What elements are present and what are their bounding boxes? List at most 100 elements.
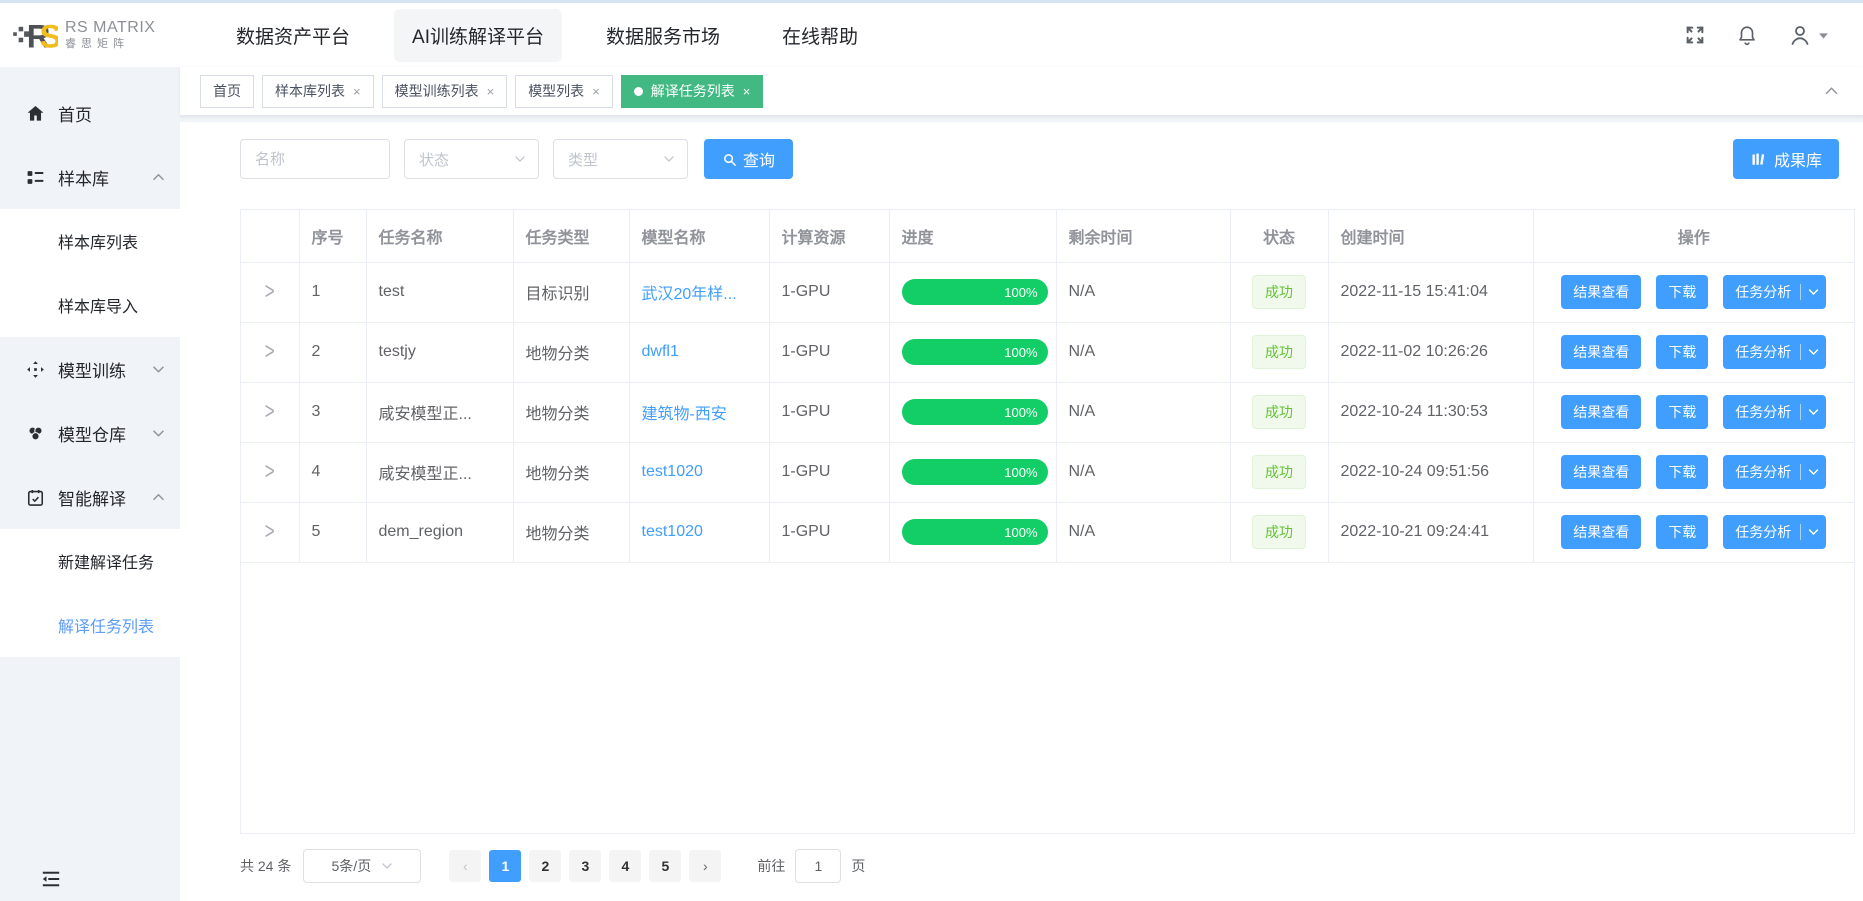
sidebar-item-sample-lib-list[interactable]: 样本库列表 — [58, 235, 139, 252]
download-button[interactable]: 下载 — [1656, 275, 1709, 309]
col-created: 创建时间 — [1328, 210, 1534, 263]
view-result-button[interactable]: 结果查看 — [1561, 335, 1642, 369]
download-button[interactable]: 下载 — [1656, 335, 1709, 369]
row-expand-icon[interactable]: > — [264, 518, 275, 545]
col-actions: 操作 — [1533, 210, 1854, 263]
table-row: > 2 testjy 地物分类 dwfl1 1-GPU 100% N/A 成功 … — [241, 322, 1854, 383]
cell-seq: 3 — [299, 382, 367, 443]
chevron-down-icon[interactable] — [1808, 288, 1819, 296]
download-button[interactable]: 下载 — [1656, 395, 1709, 429]
page-button-4[interactable]: 4 — [609, 850, 642, 882]
nav-ai-training-platform[interactable]: AI训练解译平台 — [394, 8, 562, 62]
view-result-button[interactable]: 结果查看 — [1561, 455, 1642, 489]
close-icon[interactable]: × — [592, 83, 600, 99]
download-button[interactable]: 下载 — [1656, 455, 1709, 489]
task-analyze-button[interactable]: 任务分析 — [1723, 395, 1827, 429]
tab-interp-task-list[interactable]: 解译任务列表 × — [620, 74, 764, 108]
results-lib-button-label: 成果库 — [1773, 153, 1822, 170]
goto-label: 前往 — [757, 858, 786, 874]
type-filter-select[interactable]: 类型 — [553, 139, 688, 179]
menu-fold-icon[interactable] — [40, 869, 62, 889]
close-icon[interactable]: × — [742, 83, 751, 99]
row-expand-icon[interactable]: > — [264, 398, 275, 425]
task-analyze-button[interactable]: 任务分析 — [1723, 455, 1827, 489]
col-expand — [241, 210, 300, 263]
sidebar-item-model-repo[interactable]: 模型仓库 — [0, 401, 180, 465]
table-row: > 3 咸安模型正... 地物分类 建筑物-西安 1-GPU 100% N/A … — [241, 382, 1854, 443]
col-status: 状态 — [1230, 210, 1329, 263]
chevron-down-icon[interactable] — [1808, 528, 1819, 536]
name-filter-input[interactable] — [240, 139, 390, 179]
table-row: > 1 test 目标识别 武汉20年样... 1-GPU 100% N/A 成… — [241, 262, 1854, 323]
results-lib-button[interactable]: 成果库 — [1732, 139, 1839, 179]
close-icon[interactable]: × — [486, 83, 495, 99]
col-compute: 计算资源 — [769, 210, 890, 263]
row-expand-icon[interactable]: > — [264, 458, 275, 485]
caret-down-icon — [1818, 27, 1829, 45]
prev-page-button[interactable]: ‹ — [449, 850, 482, 882]
divider — [1800, 524, 1802, 540]
logo-mark-icon: R S — [12, 15, 58, 55]
cell-task-type: 地物分类 — [513, 442, 630, 503]
tab-sample-lib-list[interactable]: 样本库列表 × — [262, 74, 374, 108]
progress-bar: 100% — [901, 339, 1048, 365]
view-result-button[interactable]: 结果查看 — [1561, 515, 1642, 549]
tab-model-list[interactable]: 模型列表 × — [515, 74, 613, 108]
row-expand-icon[interactable]: > — [264, 278, 275, 305]
sidebar-item-smart-interp[interactable]: 智能解译 — [0, 465, 180, 529]
task-analyze-button[interactable]: 任务分析 — [1723, 275, 1827, 309]
sidebar-item-sample-lib-import[interactable]: 样本库导入 — [58, 299, 139, 316]
nav-data-service-market[interactable]: 数据服务市场 — [605, 26, 720, 48]
page-button-2[interactable]: 2 — [529, 850, 562, 882]
window-top-band — [0, 0, 1863, 3]
view-result-button[interactable]: 结果查看 — [1561, 275, 1642, 309]
sidebar-item-new-interp-task[interactable]: 新建解译任务 — [58, 555, 155, 572]
progress-label: 100% — [1004, 524, 1038, 540]
view-result-button[interactable]: 结果查看 — [1561, 395, 1642, 429]
divider — [1800, 464, 1802, 480]
model-link[interactable]: 武汉20年样... — [641, 286, 737, 303]
page-button-3[interactable]: 3 — [569, 850, 602, 882]
task-analyze-button[interactable]: 任务分析 — [1723, 515, 1827, 549]
sidebar-item-home[interactable]: 首页 — [0, 81, 180, 145]
user-menu[interactable] — [1788, 23, 1829, 47]
model-link[interactable]: test1020 — [641, 523, 703, 540]
fullscreen-icon[interactable] — [1684, 24, 1706, 46]
chevron-down-icon[interactable] — [1808, 408, 1819, 416]
goto-page-input[interactable] — [795, 849, 842, 883]
chevron-down-icon[interactable] — [1808, 468, 1819, 476]
cell-created: 2022-10-24 09:51:56 — [1328, 442, 1534, 503]
tab-home[interactable]: 首页 — [200, 74, 254, 108]
search-button-label: 查询 — [743, 153, 776, 170]
page-button-1[interactable]: 1 — [489, 850, 522, 882]
col-task-name: 任务名称 — [366, 210, 514, 263]
filter-row: 状态 类型 查询 — [240, 139, 1855, 179]
panel-collapse-icon[interactable] — [1824, 86, 1839, 96]
cell-task-type: 地物分类 — [513, 502, 630, 563]
tab-model-training-list[interactable]: 模型训练列表 × — [381, 74, 508, 108]
nav-online-help[interactable]: 在线帮助 — [781, 26, 858, 48]
tab-bar: 首页 样本库列表 × 模型训练列表 × 模型列表 × 解译任务列表 × — [180, 67, 1863, 116]
page-size-select[interactable]: 5条/页 — [303, 849, 422, 883]
model-link[interactable]: 建筑物-西安 — [641, 406, 727, 423]
app-logo[interactable]: R S RS MATRIX 睿思矩阵 — [0, 15, 180, 55]
next-page-button[interactable]: › — [689, 850, 722, 882]
bell-icon[interactable] — [1736, 24, 1758, 46]
page-button-5[interactable]: 5 — [649, 850, 682, 882]
cell-compute: 1-GPU — [769, 442, 890, 503]
status-filter-select[interactable]: 状态 — [404, 139, 539, 179]
sidebar-item-model-training[interactable]: 模型训练 — [0, 337, 180, 401]
row-expand-icon[interactable]: > — [264, 338, 275, 365]
search-button[interactable]: 查询 — [704, 139, 794, 179]
download-button[interactable]: 下载 — [1656, 515, 1709, 549]
table-header-row: 序号 任务名称 任务类型 模型名称 计算资源 进度 剩余时间 状态 创建时间 操… — [241, 210, 1854, 263]
close-icon[interactable]: × — [353, 83, 361, 99]
sidebar-item-sample-lib[interactable]: 样本库 — [0, 145, 180, 209]
nav-data-asset-platform[interactable]: 数据资产平台 — [236, 26, 351, 48]
task-analyze-button[interactable]: 任务分析 — [1723, 335, 1827, 369]
model-link[interactable]: test1020 — [641, 463, 703, 480]
table-row: > 4 咸安模型正... 地物分类 test1020 1-GPU 100% N/… — [241, 442, 1854, 503]
model-link[interactable]: dwfl1 — [641, 343, 679, 360]
chevron-down-icon[interactable] — [1808, 348, 1819, 356]
sidebar-item-interp-task-list[interactable]: 解译任务列表 — [58, 619, 155, 636]
